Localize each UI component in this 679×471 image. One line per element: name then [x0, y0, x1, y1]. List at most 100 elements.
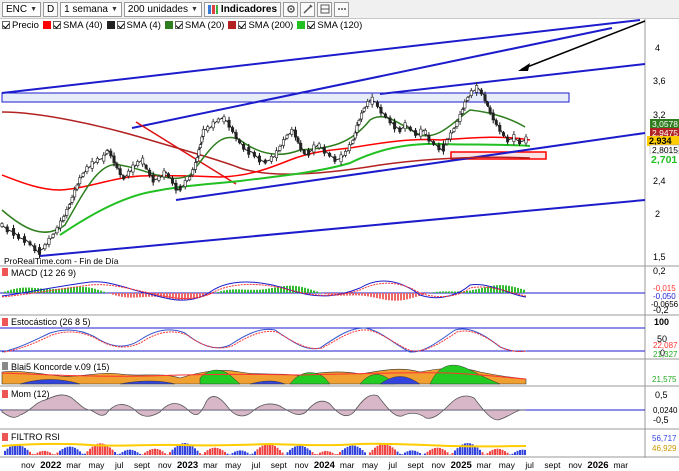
- time-axis-label: may: [225, 460, 242, 470]
- time-axis-label: nov: [21, 460, 35, 470]
- support-zone-rect[interactable]: [450, 151, 547, 160]
- time-axis-label: 2026: [587, 460, 608, 471]
- candle-body: [174, 182, 178, 191]
- macd-bar: [151, 293, 153, 297]
- candle-body: [455, 121, 459, 127]
- candle-body: [109, 150, 113, 157]
- macd-bar: [40, 288, 42, 293]
- macd-bar: [436, 291, 438, 293]
- macd-bar: [505, 285, 507, 293]
- legend-checkbox[interactable]: [52, 21, 61, 29]
- legend-checkbox[interactable]: [2, 21, 10, 29]
- rsi-bar: [39, 451, 41, 455]
- macd-bar: [238, 289, 240, 293]
- legend-item-sma200[interactable]: SMA (200): [228, 20, 293, 31]
- legend-item-sma20[interactable]: SMA (20): [164, 20, 224, 31]
- pane-title-macd: MACD (12 26 9): [11, 268, 76, 278]
- legend-checkbox[interactable]: [307, 21, 316, 29]
- rsi-bar: [279, 450, 281, 455]
- rsi-bar: [171, 449, 174, 455]
- candle-body: [178, 185, 182, 191]
- stochastic-pane: Estocástico (26 8 5) 100 50 0 22,087 21,…: [0, 317, 678, 359]
- rsi-bar: [384, 443, 386, 455]
- rsi-bar: [299, 445, 301, 455]
- macd-signal: [1, 282, 527, 300]
- macd-pane: MACD (12 26 9) 0,2 -0,2 -0,015 -0,050 -0…: [0, 266, 679, 315]
- candle-body: [195, 157, 199, 162]
- koncorde-green: [199, 364, 501, 385]
- filtro-rsi-pane: FILTRO RSI 56,717 46,929: [1, 432, 677, 455]
- settings-icon[interactable]: [283, 1, 299, 17]
- rsi-bar: [391, 447, 394, 455]
- rsi-bar: [64, 447, 66, 455]
- macd-bar: [94, 288, 96, 293]
- rsi-bar: [514, 452, 516, 455]
- macd-bar: [178, 293, 180, 300]
- legend-item-precio[interactable]: Precio: [2, 20, 39, 31]
- candle-body: [383, 113, 387, 118]
- macd-bar: [517, 287, 519, 293]
- legend-swatch: [297, 21, 306, 29]
- rsi-bar: [31, 453, 34, 455]
- macd-bar: [97, 289, 99, 293]
- units-selector[interactable]: 200 unidades ▼: [123, 1, 202, 17]
- candle-body: [269, 156, 273, 162]
- draw-tool-icon[interactable]: [300, 1, 316, 17]
- period-label: 1 semana: [64, 3, 108, 15]
- rsi-bar: [16, 444, 19, 455]
- legend-checkbox[interactable]: [238, 21, 247, 29]
- rsi-bar: [316, 454, 319, 455]
- macd-bar: [193, 293, 195, 300]
- macd-bar: [28, 287, 30, 293]
- macd-bar: [190, 293, 192, 300]
- layout-icon[interactable]: [317, 1, 333, 17]
- legend-checkbox[interactable]: [174, 21, 183, 29]
- candle-body: [494, 120, 498, 125]
- candle-body: [502, 132, 506, 136]
- time-axis-label: may: [362, 460, 379, 470]
- candle-body: [62, 216, 66, 221]
- rsi-bar: [259, 447, 261, 455]
- koncorde-blue: [19, 376, 421, 385]
- rsi-bar: [211, 447, 214, 455]
- macd-bar: [241, 289, 243, 293]
- legend-item-sma4[interactable]: SMA (4): [106, 20, 161, 31]
- rsi-bar: [129, 449, 131, 455]
- macd-bar: [205, 293, 207, 296]
- candle-body: [122, 175, 126, 180]
- macd-bar: [157, 293, 159, 297]
- resistance-zone-rect[interactable]: [1, 92, 570, 103]
- candle-body: [263, 159, 267, 164]
- candle-body: [498, 125, 502, 132]
- period-selector[interactable]: 1 semana ▼: [60, 1, 122, 17]
- macd-bar: [502, 285, 504, 293]
- macd-bar: [364, 293, 366, 296]
- legend-item-sma40[interactable]: SMA (40): [42, 20, 103, 31]
- symbol-selector[interactable]: ENC ▼: [2, 1, 42, 17]
- macd-bar: [250, 289, 252, 293]
- options-icon[interactable]: [334, 1, 350, 17]
- rsi-bar: [331, 452, 334, 455]
- rsi-bar: [36, 452, 39, 455]
- rsi-bar: [481, 452, 484, 455]
- rsi-bar: [241, 450, 244, 455]
- rsi-bar: [309, 450, 311, 455]
- macd-bar: [109, 293, 111, 294]
- macd-bar: [244, 289, 246, 293]
- legend-item-sma120[interactable]: SMA (120): [297, 20, 362, 31]
- candle-body: [201, 129, 205, 137]
- legend-checkbox[interactable]: [116, 21, 125, 29]
- indicators-button[interactable]: Indicadores: [203, 1, 282, 17]
- macd-bar: [199, 293, 201, 298]
- macd-bar: [448, 291, 450, 293]
- daily-mode-button[interactable]: D: [43, 1, 59, 17]
- candle-body: [403, 122, 407, 130]
- candle-body: [170, 177, 174, 184]
- rsi-bar: [401, 454, 404, 455]
- red-trendline[interactable]: [135, 121, 237, 185]
- sma200-line: [1, 111, 531, 175]
- rsi-bar: [214, 447, 216, 455]
- candle-body: [136, 161, 140, 166]
- trendlines[interactable]: [1, 19, 646, 257]
